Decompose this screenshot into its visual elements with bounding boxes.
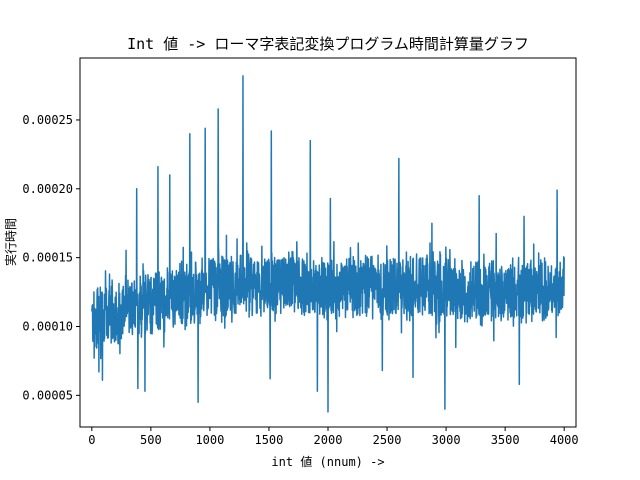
x-tick-label: 500: [140, 433, 162, 447]
y-tick-label: 0.00020: [22, 182, 73, 196]
x-tick-label: 0: [88, 433, 95, 447]
chart-title: Int 値 -> ローマ字表記変換プログラム時間計算量グラフ: [127, 35, 529, 53]
x-tick-label: 2500: [373, 433, 402, 447]
y-axis-label: 実行時間: [3, 218, 18, 266]
x-tick-label: 1000: [195, 433, 224, 447]
y-tick-label: 0.00015: [22, 251, 73, 265]
plot-frame: [79, 57, 577, 428]
x-axis: 0 500 1000 1500 2000 2500 3000 3500 4000: [88, 427, 579, 447]
x-tick-label: 3500: [491, 433, 520, 447]
x-axis-label: int 値 (nnum) ->: [271, 454, 384, 469]
y-tick-label: 0.00005: [22, 388, 73, 402]
series-line: [91, 75, 565, 413]
x-tick-label: 2000: [314, 433, 343, 447]
y-tick-label: 0.00010: [22, 319, 73, 333]
x-tick-label: 1500: [254, 433, 283, 447]
plot-content: [91, 75, 565, 413]
x-tick-label: 3000: [432, 433, 461, 447]
y-axis: 0.00005 0.00010 0.00015 0.00020 0.00025: [22, 113, 80, 402]
y-tick-label: 0.00025: [22, 113, 73, 127]
x-tick-label: 4000: [550, 433, 579, 447]
